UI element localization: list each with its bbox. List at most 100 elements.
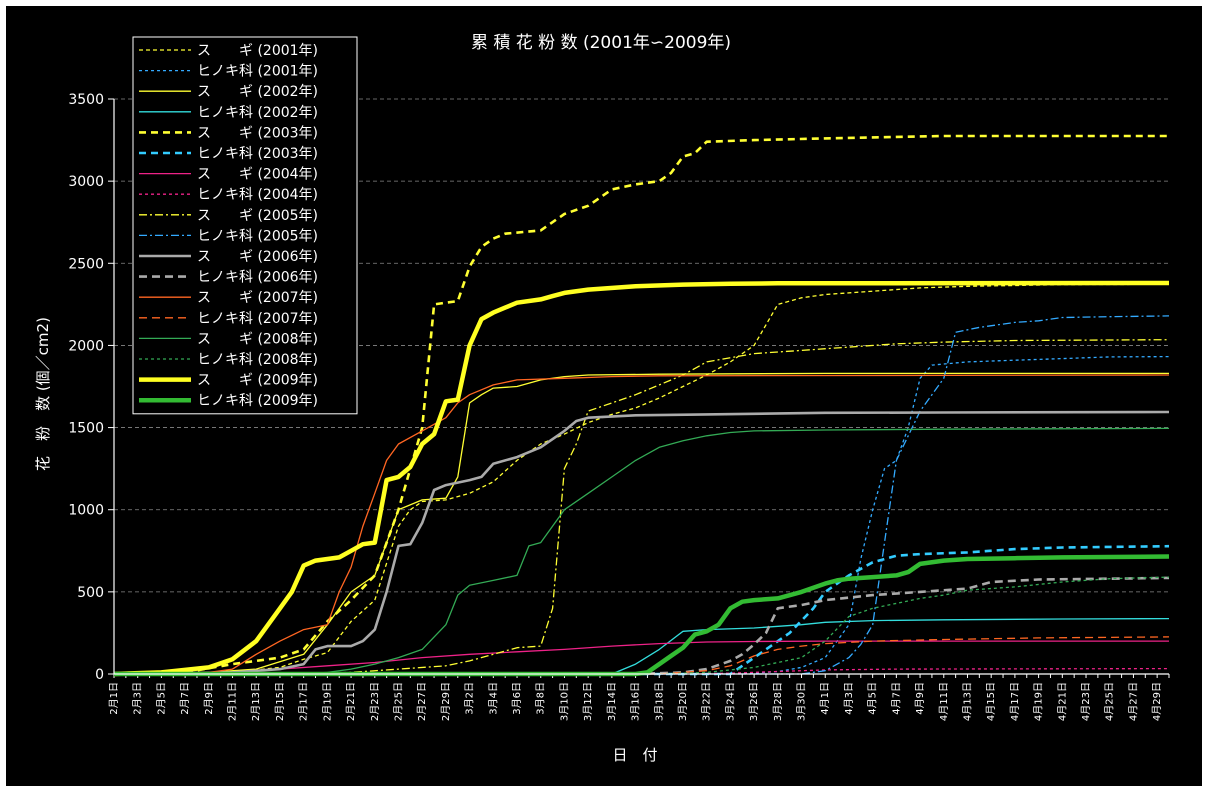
x-tick-label: 2月1日	[108, 682, 120, 715]
x-tick-label: 4月25日	[1104, 682, 1116, 721]
x-tick-label: 2月3日	[132, 682, 144, 715]
series-line-5	[113, 134, 1169, 676]
legend-label: ス ギ (2006年)	[197, 249, 318, 265]
series-line-8	[114, 667, 1170, 675]
x-tick-label: 3月20日	[677, 682, 689, 721]
x-tick-label: 2月11日	[227, 682, 239, 721]
x-tick-label: 2月17日	[298, 682, 310, 721]
legend-label: ヒノキ科 (2002年)	[197, 105, 318, 121]
x-tick-label: 3月22日	[701, 682, 713, 721]
y-axis-ticks: 0 500 1000 1500 2000 2500 3000 3500	[68, 92, 114, 683]
x-tick-label: 2月19日	[321, 682, 333, 721]
x-tick-label: 4月15日	[985, 682, 997, 721]
legend-label: ス ギ (2001年)	[197, 43, 318, 59]
y-axis-label: 花 粉 数 (個／cm2)	[34, 317, 52, 471]
x-tick-label: 3月24日	[724, 682, 736, 721]
axes	[113, 99, 1169, 675]
x-tick-label: 3月14日	[606, 682, 618, 721]
x-tick-label: 3月16日	[630, 682, 642, 721]
series-line-3	[113, 372, 1169, 675]
y-tick-label: 3000	[68, 174, 104, 190]
x-tick-label: 4月1日	[819, 682, 831, 715]
x-tick-label: 4月11日	[938, 682, 950, 721]
legend-label: ヒノキ科 (2005年)	[197, 228, 318, 244]
legend-label: ス ギ (2002年)	[197, 84, 318, 100]
x-tick-label: 2月5日	[155, 682, 167, 715]
series-line-7	[113, 640, 1169, 675]
x-tick-label: 4月27日	[1127, 682, 1139, 721]
series-lines	[113, 134, 1170, 677]
series-line-10	[114, 315, 1170, 675]
legend-label: ス ギ (2004年)	[197, 167, 318, 183]
x-tick-label: 2月25日	[392, 682, 404, 721]
y-tick-label: 1500	[68, 421, 104, 437]
x-tick-label: 3月28日	[772, 682, 784, 721]
x-tick-label: 4月3日	[843, 682, 855, 715]
x-tick-label: 2月9日	[203, 682, 215, 715]
legend-label: ヒノキ科 (2004年)	[197, 187, 318, 203]
x-tick-label: 3月2日	[464, 682, 476, 715]
x-tick-label: 4月19日	[1033, 682, 1045, 721]
legend-label: ス ギ (2007年)	[197, 290, 318, 306]
x-tick-label: 3月26日	[748, 682, 760, 721]
chart-title: 累 積 花 粉 数 (2001年∽2009年)	[471, 33, 731, 53]
series-line-16	[114, 576, 1170, 675]
x-tick-label: 4月21日	[1056, 682, 1068, 721]
series-line-9	[114, 339, 1170, 675]
series-line-15	[114, 427, 1170, 675]
x-tick-label: 4月17日	[1009, 682, 1021, 721]
x-tick-label: 2月27日	[416, 682, 428, 721]
x-tick-label: 3月30日	[796, 682, 808, 721]
x-tick-label: 3月12日	[582, 682, 594, 721]
y-tick-label: 2500	[68, 256, 104, 272]
series-line-6	[114, 544, 1170, 676]
legend-label: ス ギ (2003年)	[197, 125, 318, 141]
x-tick-label: 3月18日	[653, 682, 665, 721]
y-tick-label: 500	[77, 585, 104, 601]
x-tick-label: 4月29日	[1151, 682, 1163, 721]
y-tick-label: 2000	[68, 338, 104, 354]
series-line-17	[113, 280, 1170, 677]
y-tick-label: 1000	[68, 503, 104, 519]
x-axis-ticks: 2月1日 2月3日 2月5日 2月7日 2月9日 2月11日 2月13日 2月15日 2月17日…	[108, 674, 1170, 721]
x-tick-label: 3月4日	[487, 682, 499, 715]
x-tick-label: 2月23日	[369, 682, 381, 721]
legend-label: ス ギ (2008年)	[197, 331, 318, 347]
x-tick-label: 2月15日	[274, 682, 286, 721]
chart-frame: 累 積 花 粉 数 (2001年∽2009年) 日 付 花 粉 数 (個／cm2…	[6, 6, 1202, 786]
legend-label: ス ギ (2005年)	[197, 208, 318, 224]
x-tick-label: 4月9日	[914, 682, 926, 715]
legend-label: ヒノキ科 (2001年)	[197, 64, 318, 80]
legend-label: ヒノキ科 (2007年)	[197, 311, 318, 327]
x-tick-label: 3月10日	[558, 682, 570, 721]
legend-label: ヒノキ科 (2009年)	[197, 393, 318, 409]
x-tick-label: 4月7日	[890, 682, 902, 715]
legend-label: ヒノキ科 (2008年)	[197, 352, 318, 368]
legend: ス ギ (2001年) ヒノキ科 (2001年) ス ギ (2002年) ヒノキ科 (…	[132, 36, 358, 415]
series-line-18	[114, 554, 1170, 677]
x-tick-label: 2月29日	[440, 682, 452, 721]
legend-label: ヒノキ科 (2003年)	[197, 146, 318, 162]
series-line-11	[113, 410, 1170, 676]
x-tick-label: 4月5日	[867, 682, 879, 715]
cumulative-pollen-chart: 累 積 花 粉 数 (2001年∽2009年) 日 付 花 粉 数 (個／cm2…	[34, 33, 1170, 764]
y-tick-label: 3500	[68, 92, 104, 108]
x-tick-label: 3月8日	[535, 682, 547, 715]
series-line-4	[114, 617, 1170, 675]
x-tick-label: 2月7日	[179, 682, 191, 715]
legend-label: ス ギ (2009年)	[197, 373, 318, 389]
x-tick-label: 2月13日	[250, 682, 262, 721]
x-tick-label: 4月13日	[961, 682, 973, 721]
series-line-1	[113, 283, 1170, 675]
series-line-2	[114, 355, 1170, 675]
legend-label: ヒノキ科 (2006年)	[197, 270, 318, 286]
legend-box	[132, 36, 358, 415]
x-tick-label: 2月21日	[345, 682, 357, 721]
series-line-13	[113, 374, 1170, 675]
x-tick-label: 3月6日	[511, 682, 523, 715]
series-line-12	[114, 576, 1170, 676]
series-line-14	[114, 636, 1170, 675]
x-axis-label: 日 付	[612, 746, 657, 764]
x-tick-label: 4月23日	[1080, 682, 1092, 721]
y-tick-label: 0	[95, 667, 104, 683]
